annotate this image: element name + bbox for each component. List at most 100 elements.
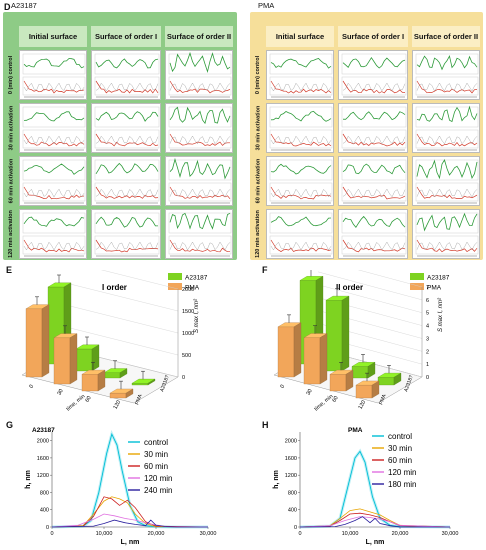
thumbnail-plot bbox=[415, 212, 479, 257]
x-tick-label: 0 bbox=[280, 384, 287, 390]
spectrum-line bbox=[169, 241, 231, 251]
x-tick-label: 30,000 bbox=[442, 531, 459, 537]
legend-swatch bbox=[168, 283, 182, 290]
y-tick-label: 2000 bbox=[37, 439, 49, 445]
row-label: 30 min activation bbox=[8, 105, 15, 151]
thumb-frame bbox=[168, 182, 232, 202]
chart-f-ii-order: II order A23187 PMA 0 1 2 3 4 5 6 7 S max I, nm² 0 30… bbox=[273, 270, 450, 413]
thumb-frame bbox=[94, 212, 160, 234]
series-band bbox=[299, 448, 451, 529]
x-axis-label: time, min bbox=[313, 394, 334, 413]
legend-label: 180 min bbox=[388, 480, 416, 489]
thumbnail-plot bbox=[168, 51, 232, 98]
bar-a23187-side bbox=[147, 378, 156, 386]
spectrum-line bbox=[23, 241, 85, 251]
spectrum-line bbox=[342, 241, 406, 251]
thumbnail-plot bbox=[94, 212, 160, 257]
x-tick-label: 30 bbox=[306, 388, 314, 396]
bar-a23187 bbox=[351, 366, 369, 379]
thumb-frame bbox=[341, 76, 407, 96]
thumb-caption bbox=[24, 149, 84, 151]
profile-thumbnail bbox=[338, 50, 408, 100]
profile-line bbox=[270, 110, 332, 122]
profile-line bbox=[169, 157, 231, 180]
profile-line bbox=[416, 212, 478, 232]
profile-thumbnail bbox=[19, 50, 87, 100]
y-tick-label: 1500 bbox=[182, 309, 194, 315]
thumb-frame bbox=[22, 235, 86, 255]
panel-d-a23187-grid: A23187 Initial surface Surface of order … bbox=[3, 1, 237, 260]
depth-label: PMA bbox=[134, 393, 144, 406]
bar-a23187 bbox=[103, 372, 121, 379]
y-tick-label: 6 bbox=[426, 298, 429, 304]
grid-line bbox=[65, 282, 179, 312]
spectrum-line bbox=[416, 82, 478, 92]
thumb-caption bbox=[96, 96, 158, 98]
profile-line bbox=[270, 163, 332, 175]
thumb-caption bbox=[343, 202, 405, 204]
profile-thumbnail bbox=[165, 103, 233, 153]
legend-label: 60 min bbox=[388, 456, 412, 465]
bar-pma-side bbox=[371, 380, 380, 399]
panel-letter-e: E bbox=[6, 265, 13, 275]
thumbnail-plot bbox=[94, 53, 160, 98]
thumb-frame bbox=[168, 53, 232, 75]
thumb-frame bbox=[22, 106, 86, 128]
series-line bbox=[51, 519, 208, 528]
series-band bbox=[51, 429, 208, 529]
thumb-frame bbox=[94, 53, 160, 75]
thumb-frame bbox=[22, 76, 86, 96]
thumbnail-plot bbox=[269, 159, 333, 204]
legend-label: A23187 bbox=[185, 275, 208, 282]
thumb-caption bbox=[271, 255, 331, 257]
thumbnail-plot bbox=[22, 212, 86, 257]
row-label: 120 min activation bbox=[8, 210, 14, 258]
profile-thumbnail bbox=[338, 156, 408, 206]
thumb-frame bbox=[22, 212, 86, 234]
spectrum-line bbox=[342, 239, 406, 253]
thumb-caption bbox=[170, 149, 230, 151]
thumb-frame bbox=[94, 159, 160, 181]
thumb-frame bbox=[415, 159, 479, 181]
thumb-frame bbox=[269, 53, 333, 75]
depth-label: PMA bbox=[378, 393, 388, 406]
panel-letter-d: D bbox=[4, 2, 11, 12]
thumb-frame bbox=[168, 159, 232, 181]
spectrum-line bbox=[95, 133, 159, 147]
thumbnail-plot bbox=[341, 159, 407, 204]
profile-thumbnail bbox=[91, 103, 161, 153]
spectrum-line bbox=[23, 80, 85, 94]
x-tick-label: 60 bbox=[85, 395, 93, 403]
thumb-caption bbox=[170, 96, 230, 98]
y-tick-label: 500 bbox=[182, 353, 191, 359]
profile-thumbnail bbox=[412, 209, 480, 259]
thumb-caption bbox=[417, 202, 477, 204]
legend-label: 240 min bbox=[144, 486, 172, 495]
thumb-caption bbox=[271, 149, 331, 151]
bar-pma-side bbox=[293, 322, 302, 378]
thumb-frame bbox=[94, 235, 160, 255]
profile-thumbnail bbox=[91, 156, 161, 206]
grid-line bbox=[101, 270, 179, 290]
y-axis-label: h, nm bbox=[25, 470, 32, 489]
spectrum-line bbox=[416, 80, 478, 94]
y-tick-label: 1 bbox=[426, 362, 429, 368]
profile-thumbnail bbox=[412, 103, 480, 153]
thumb-caption bbox=[170, 202, 230, 204]
thumb-frame bbox=[94, 76, 160, 96]
legend-label: control bbox=[144, 438, 168, 447]
bar-a23187-side bbox=[367, 361, 376, 379]
thumb-frame bbox=[168, 106, 232, 128]
thumb-frame bbox=[341, 53, 407, 75]
thumb-frame bbox=[341, 159, 407, 181]
grid-line bbox=[317, 284, 423, 313]
x-tick-label: 20,000 bbox=[148, 531, 165, 537]
x-tick-label: 30,000 bbox=[200, 531, 217, 537]
panel-letter-f: F bbox=[262, 265, 268, 275]
spectrum-line bbox=[270, 188, 332, 198]
profile-thumbnail bbox=[19, 156, 87, 206]
x-tick-label: 10,000 bbox=[96, 531, 113, 537]
thumb-caption bbox=[96, 149, 158, 151]
thumb-frame bbox=[269, 129, 333, 149]
spectrum-line bbox=[169, 82, 231, 92]
